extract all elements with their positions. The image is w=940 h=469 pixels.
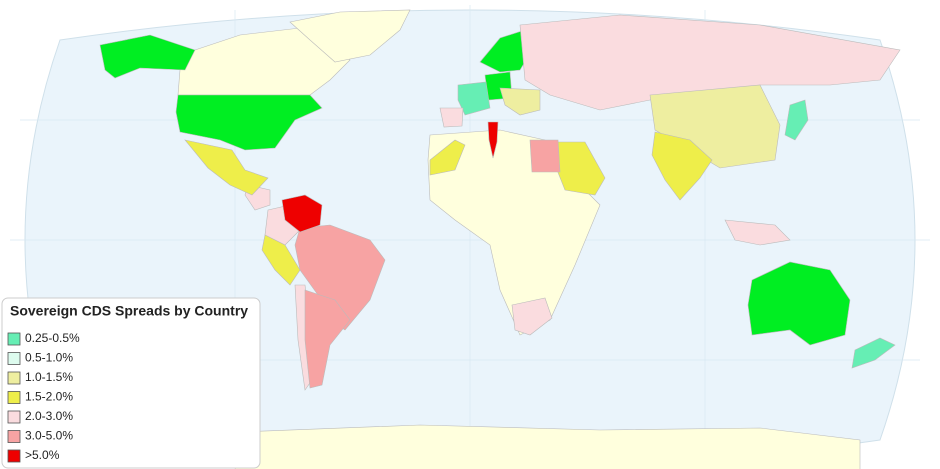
country [529,139,561,173]
legend: Sovereign CDS Spreads by Country 0.25-0.… [1,297,261,469]
legend-title: Sovereign CDS Spreads by Country [10,303,248,319]
country [747,261,851,346]
country [439,107,464,128]
legend-label: 0.25-0.5% [25,331,80,345]
legend-swatch [7,430,21,443]
country [294,224,386,331]
country [499,87,541,116]
legend-swatch [7,410,21,424]
graticule [10,5,930,465]
country [429,139,466,176]
country [234,424,861,469]
legend-swatch [7,391,21,404]
legend-swatch [7,332,21,346]
country [184,139,269,196]
country [851,337,896,369]
legend-label: 0.5-1.0% [25,351,73,365]
country [651,131,713,201]
country [99,34,196,79]
legend-label: 3.0-5.0% [25,429,73,443]
legend-swatch [7,371,21,385]
country [304,289,351,389]
country [177,27,351,96]
country [175,94,323,151]
legend-label: 1.0-1.5% [25,370,73,384]
legend-box [1,297,261,469]
country [511,297,553,336]
legend-label: >5.0% [25,448,60,462]
legend-label: 1.5-2.0% [25,390,73,404]
country [784,99,809,141]
legend-label: 2.0-3.0% [25,409,73,423]
country [724,219,791,246]
countries [99,9,901,469]
country [261,234,301,286]
legend-swatch [7,449,21,463]
country [281,194,323,233]
country [289,9,411,63]
country [487,121,499,159]
legend-swatch [7,352,21,365]
country [457,81,491,116]
